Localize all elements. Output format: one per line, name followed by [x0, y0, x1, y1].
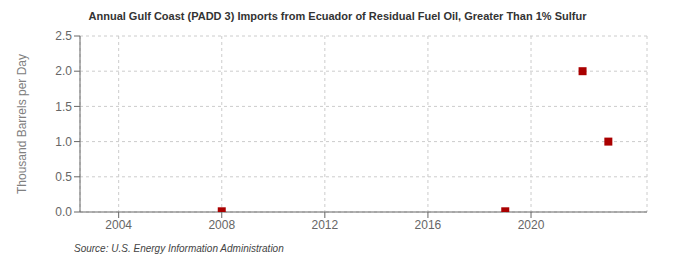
svg-text:2.5: 2.5: [55, 29, 72, 43]
html-text:Source: U.S. Energy Informatio: Source: U.S. Energy Information Administ…: [74, 243, 284, 254]
svg-text:0.0: 0.0: [55, 205, 72, 219]
svg-text:0.5: 0.5: [55, 170, 72, 184]
svg-text:2012: 2012: [311, 218, 338, 232]
svg-text:2016: 2016: [415, 218, 442, 232]
svg-text:2008: 2008: [208, 218, 235, 232]
svg-text:2004: 2004: [105, 218, 132, 232]
svg-text:2.0: 2.0: [55, 64, 72, 78]
svg-text:2020: 2020: [518, 218, 545, 232]
svg-text:1.5: 1.5: [55, 100, 72, 114]
svg-text:1.0: 1.0: [55, 135, 72, 149]
svg-text:Thousand Barrels per Day: Thousand Barrels per Day: [15, 54, 29, 194]
html-text:Annual Gulf Coast (PADD 3) Imp: Annual Gulf Coast (PADD 3) Imports from …: [88, 10, 587, 22]
